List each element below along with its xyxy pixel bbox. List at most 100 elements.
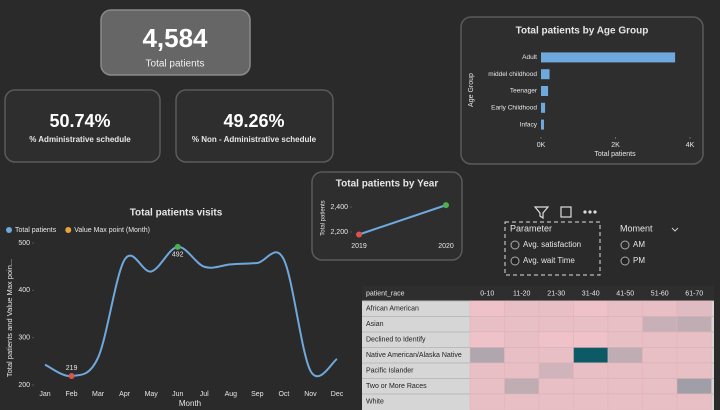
x-tick-label: Feb xyxy=(66,391,78,398)
column-header: 51-60 xyxy=(651,290,669,297)
row-header: Two or More Races xyxy=(366,383,427,390)
radio-label[interactable]: Avg. satisfaction xyxy=(523,240,581,249)
more-icon[interactable] xyxy=(588,210,592,214)
heat-cell xyxy=(504,316,540,333)
heat-cell xyxy=(504,378,540,395)
filter-icon[interactable] xyxy=(533,206,550,220)
heat-cell xyxy=(504,300,540,317)
chart-card xyxy=(460,16,704,165)
row-header: White xyxy=(366,399,384,406)
y-tick-label: 300 xyxy=(18,335,30,342)
row-header: Native American/Alaska Native xyxy=(366,352,462,359)
x-tick-label: Apr xyxy=(119,391,131,398)
x-tick-label: Dec xyxy=(331,391,344,398)
x-tick-label: Jul xyxy=(200,391,209,398)
kpi-card xyxy=(4,89,161,163)
heat-cell xyxy=(469,347,505,364)
radio[interactable] xyxy=(620,240,630,250)
kpi-card xyxy=(100,9,251,76)
chart-title: Total patients by Year xyxy=(336,179,439,190)
heat-cell xyxy=(538,362,574,379)
y-tick-label: 500 xyxy=(18,240,30,247)
radio[interactable] xyxy=(620,256,630,266)
heat-cell xyxy=(504,347,540,364)
bar xyxy=(541,86,549,96)
heat-cell xyxy=(642,393,678,410)
heat-cell xyxy=(642,300,678,317)
chevron[interactable] xyxy=(671,227,679,232)
heat-cell xyxy=(607,347,643,364)
point xyxy=(443,202,449,209)
heat-cell xyxy=(469,362,505,379)
heat-cell xyxy=(607,300,643,317)
heat-cell xyxy=(469,300,505,317)
focus-icon[interactable] xyxy=(560,206,572,218)
x-tick-label: 2019 xyxy=(351,243,367,250)
radio-label[interactable]: Avg. wait Time xyxy=(523,256,575,265)
heat-cell xyxy=(504,362,540,379)
y-tick-label: Early Childhood xyxy=(491,105,537,112)
heat-cell xyxy=(469,378,505,395)
heat-cell xyxy=(607,316,643,333)
heat-cell xyxy=(573,300,609,317)
kpi-value: 50.74% xyxy=(49,111,110,131)
heat-cell xyxy=(642,347,678,364)
radio-label[interactable]: AM xyxy=(633,240,645,249)
radio-label[interactable]: PM xyxy=(633,256,645,265)
x-tick-label: 0K xyxy=(537,142,546,149)
chart-title: Total patients by Age Group xyxy=(516,26,649,37)
heat-cell xyxy=(642,331,678,348)
heat-cell xyxy=(607,378,643,395)
data-label: 492 xyxy=(172,252,184,259)
heat-cell xyxy=(504,331,540,348)
kpi-label: % Non - Administrative schedule xyxy=(192,135,317,144)
x-tick-label: 4K xyxy=(686,142,695,149)
x-tick-label: 2020 xyxy=(438,243,454,250)
slicer-icons[interactable] xyxy=(533,206,597,220)
heat-cell xyxy=(538,300,574,317)
legend-label: Value Max point (Month) xyxy=(74,227,150,234)
legend-marker xyxy=(65,227,72,233)
heat-cell xyxy=(573,378,609,395)
more-icon[interactable] xyxy=(593,210,597,214)
column-header: 31-40 xyxy=(582,290,600,297)
data-label: 219 xyxy=(66,365,78,372)
heat-cell xyxy=(676,316,712,333)
heat-cell xyxy=(676,347,712,364)
heat-cell xyxy=(573,331,609,348)
heat-cell xyxy=(676,300,712,317)
heat-cell xyxy=(607,331,643,348)
y-tick-label: Infacy xyxy=(520,121,538,128)
y-tick-label: middel childhood xyxy=(488,71,537,78)
heat-cell xyxy=(607,362,643,379)
x-tick-label: Jan xyxy=(39,391,50,398)
slicer-frame xyxy=(504,221,601,276)
kpi-label: Total patients xyxy=(146,59,205,70)
x-tick-label: Nov xyxy=(304,391,317,398)
heat-cell xyxy=(538,378,574,395)
heat-cell xyxy=(573,362,609,379)
more-icon[interactable] xyxy=(583,210,587,214)
column-header: 0-10 xyxy=(480,290,494,297)
x-tick-label: Aug xyxy=(225,391,238,398)
y-tick-label: 2,200 xyxy=(330,229,348,236)
heat-cell xyxy=(676,362,712,379)
y-tick-label: 2,400 xyxy=(330,204,348,211)
heat-cell xyxy=(642,362,678,379)
radio[interactable] xyxy=(510,240,520,250)
slicer-title: Parameter xyxy=(510,223,552,233)
row-header: Asian xyxy=(366,321,384,328)
y-axis-label: Total patients xyxy=(321,200,327,235)
heat-cell xyxy=(469,393,505,410)
radio[interactable] xyxy=(510,256,520,266)
y-tick-label: 400 xyxy=(18,287,30,294)
x-axis-label: Month xyxy=(179,399,201,408)
heat-cell xyxy=(642,378,678,395)
bar xyxy=(541,119,544,130)
column-header: 21-30 xyxy=(547,290,565,297)
heat-cell xyxy=(469,316,505,333)
heat-cell xyxy=(676,331,712,348)
point xyxy=(356,231,362,238)
chart-card xyxy=(311,171,463,261)
